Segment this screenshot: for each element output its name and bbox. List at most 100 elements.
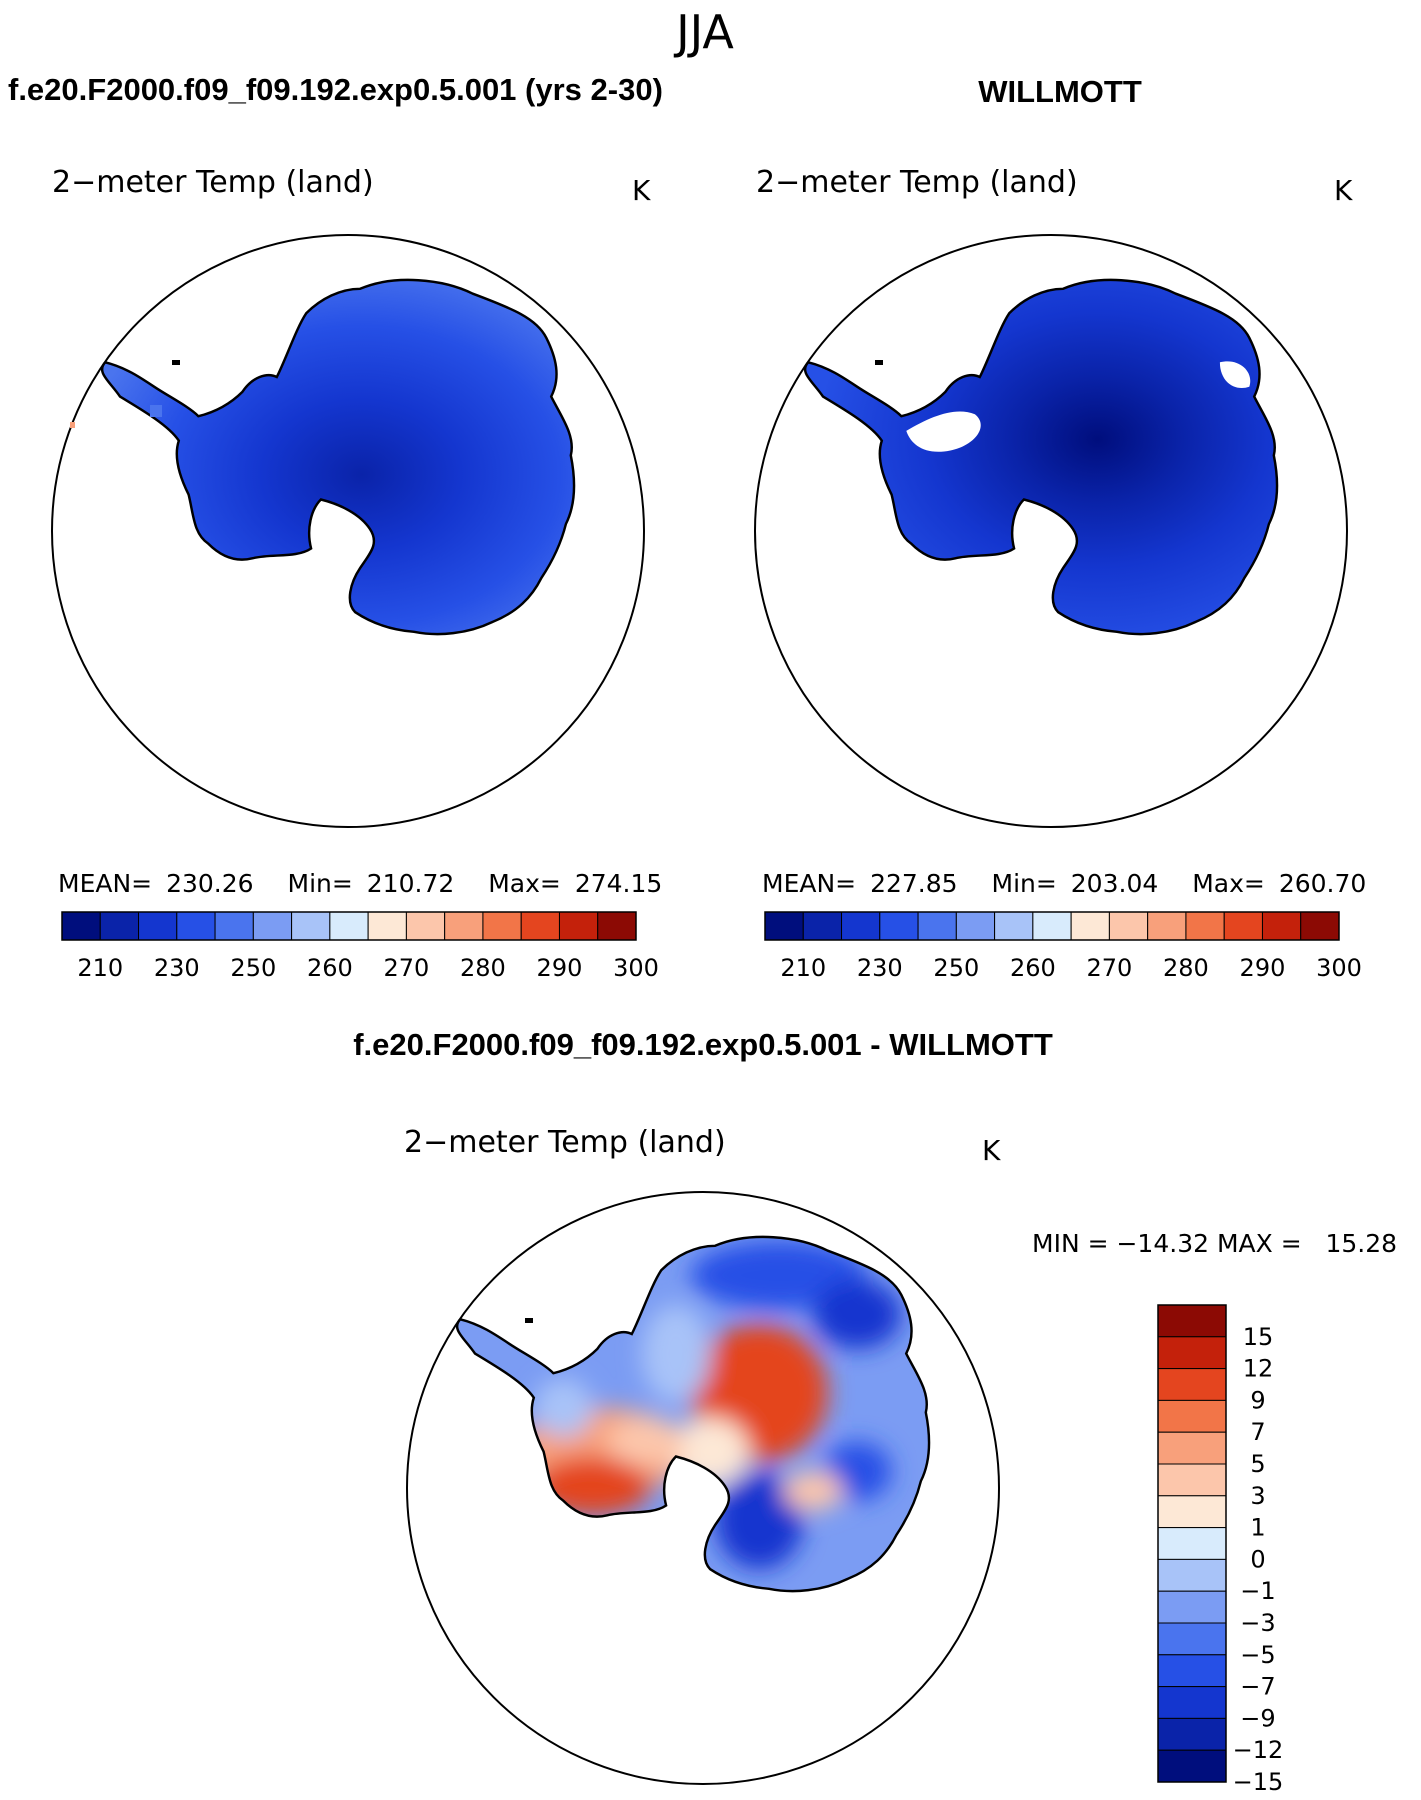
- diff-colorbar-swatch: [1157, 1717, 1227, 1751]
- obs-panel: 2−meter Temp (land) K: [754, 165, 1353, 828]
- diff-colorbar-swatch: [1157, 1654, 1227, 1688]
- diff-colorbar-tick-label: 0: [1250, 1545, 1265, 1573]
- model-stats: MEAN= 230.26 Min= 210.72 Max= 274.15: [58, 869, 662, 898]
- obs-variable-label: 2−meter Temp (land): [756, 165, 1078, 200]
- diff-colorbar-tick-label: 5: [1250, 1450, 1265, 1478]
- diff-colorbar-swatch: [1157, 1304, 1227, 1338]
- model-colorbar-swatch: [558, 911, 599, 941]
- obs-colorbar-swatch: [1108, 911, 1149, 941]
- diff-colorbar-swatch: [1157, 1463, 1227, 1497]
- obs-colorbar-tick-label: 300: [1316, 954, 1362, 982]
- diff-colorbar-swatch: [1157, 1686, 1227, 1719]
- model-colorbar-swatch: [138, 911, 178, 941]
- obs-colorbar-swatch: [917, 911, 957, 941]
- model-colorbar-tick-label: 260: [307, 954, 353, 982]
- model-colorbar-swatch: [176, 911, 216, 941]
- model-colorbar-tick-label: 270: [383, 954, 429, 982]
- model-mean-value: 230.26: [166, 869, 253, 898]
- model-colorbar-swatch: [482, 911, 522, 941]
- diff-title: f.e20.F2000.f09_f09.192.exp0.5.001 - WIL…: [353, 1027, 1053, 1062]
- diff-colorbar-tick-label: 1: [1250, 1514, 1265, 1542]
- obs-colorbar: 210 230 250 260 270 280 290 300: [764, 911, 1362, 982]
- obs-max-value: 260.70: [1279, 869, 1366, 898]
- diff-colorbar-swatch: [1157, 1527, 1227, 1560]
- model-min-label: Min=: [288, 869, 353, 898]
- obs-min-value: 203.04: [1071, 869, 1158, 898]
- obs-colorbar-swatch: [994, 911, 1034, 941]
- diff-colorbar-swatch: [1157, 1590, 1227, 1624]
- diff-colorbar-swatch: [1157, 1495, 1227, 1529]
- model-colorbar-tick-label: 290: [537, 954, 583, 982]
- model-colorbar-swatch: [405, 911, 446, 941]
- obs-colorbar-tick-label: 210: [780, 954, 826, 982]
- model-colorbar-tick-label: 300: [613, 954, 659, 982]
- diff-colorbar-tick-label: −1: [1240, 1577, 1275, 1605]
- obs-colorbar-swatch: [1032, 911, 1072, 941]
- obs-colorbar-swatch: [1300, 911, 1340, 941]
- model-panel: 2−meter Temp (land) K: [51, 165, 651, 828]
- model-case-title: f.e20.F2000.f09_f09.192.exp0.5.001 (yrs …: [8, 72, 663, 107]
- diff-colorbar-swatch: [1157, 1399, 1227, 1433]
- model-colorbar: 210 230 250 260 270 280 290 300: [61, 911, 659, 982]
- diff-colorbar-swatch: [1157, 1558, 1227, 1592]
- obs-mean-label: MEAN=: [762, 869, 856, 898]
- diff-colorbar-tick-label: −5: [1240, 1641, 1275, 1669]
- obs-colorbar-swatch: [1070, 911, 1110, 941]
- obs-max-label: Max=: [1192, 869, 1265, 898]
- diff-colorbar-tick-label: −9: [1240, 1704, 1275, 1732]
- obs-colorbar-tick-label: 230: [857, 954, 903, 982]
- obs-colorbar-tick-label: 280: [1163, 954, 1209, 982]
- diff-colorbar-swatch: [1157, 1368, 1227, 1401]
- diff-colorbar-tick-label: 3: [1250, 1482, 1265, 1510]
- diff-colorbar-tick-label: 12: [1243, 1355, 1274, 1383]
- model-colorbar-swatch: [520, 911, 560, 941]
- model-max-value: 274.15: [575, 869, 662, 898]
- model-colorbar-swatch: [444, 911, 484, 941]
- model-colorbar-tick-label: 280: [460, 954, 506, 982]
- model-max-label: Max=: [488, 869, 561, 898]
- model-min-value: 210.72: [367, 869, 454, 898]
- model-colorbar-swatch: [99, 911, 140, 941]
- obs-colorbar-tick-label: 260: [1010, 954, 1056, 982]
- obs-stats: MEAN= 227.85 Min= 203.04 Max= 260.70: [762, 869, 1366, 898]
- diff-units-label: K: [982, 1134, 1001, 1167]
- diff-colorbar-swatch: [1157, 1622, 1227, 1656]
- obs-colorbar-swatch: [1147, 911, 1187, 941]
- obs-case-title: WILLMOTT: [978, 74, 1142, 109]
- obs-colorbar-tick-label: 290: [1240, 954, 1286, 982]
- diff-colorbar-swatch: [1157, 1431, 1227, 1465]
- obs-colorbar-tick-label: 250: [933, 954, 979, 982]
- diff-colorbar: 15 12 9 7 5 3 1 0 −1 −3 −5 −7 −9 −12 −15: [1157, 1304, 1284, 1796]
- model-colorbar-swatch: [291, 911, 331, 941]
- model-colorbar-swatch: [214, 911, 254, 941]
- diff-colorbar-tick-label: −7: [1240, 1673, 1275, 1701]
- model-colorbar-swatch: [367, 911, 407, 941]
- model-colorbar-tick-label: 230: [154, 954, 200, 982]
- model-colorbar-swatch: [597, 911, 637, 941]
- diff-stats: MIN = −14.32 MAX = 15.28: [1032, 1229, 1397, 1258]
- diff-colorbar-swatch: [1157, 1336, 1227, 1370]
- model-colorbar-tick-label: 250: [230, 954, 276, 982]
- obs-colorbar-swatch: [764, 911, 804, 941]
- diff-variable-label: 2−meter Temp (land): [404, 1125, 726, 1160]
- diff-colorbar-tick-label: 9: [1250, 1386, 1265, 1414]
- model-peninsula-islands: [70, 360, 180, 428]
- obs-colorbar-swatch: [1185, 911, 1225, 941]
- obs-colorbar-swatch: [1261, 911, 1302, 941]
- obs-antarctica: [803, 278, 1279, 636]
- model-colorbar-swatch: [329, 911, 369, 941]
- obs-min-label: Min=: [992, 869, 1057, 898]
- obs-mean-value: 227.85: [870, 869, 957, 898]
- diff-panel: 2−meter Temp (land) K: [404, 1125, 1001, 1785]
- obs-colorbar-swatch: [955, 911, 996, 941]
- obs-colorbar-tick-label: 270: [1086, 954, 1132, 982]
- model-units-label: K: [632, 174, 651, 207]
- diff-colorbar-tick-label: −12: [1233, 1736, 1284, 1764]
- diff-colorbar-tick-label: 15: [1243, 1323, 1274, 1351]
- obs-units-label: K: [1334, 174, 1353, 207]
- model-colorbar-swatch: [61, 911, 101, 941]
- diff-colorbar-tick-label: −3: [1240, 1609, 1275, 1637]
- model-colorbar-swatch: [252, 911, 293, 941]
- diff-colorbar-swatch: [1157, 1749, 1227, 1783]
